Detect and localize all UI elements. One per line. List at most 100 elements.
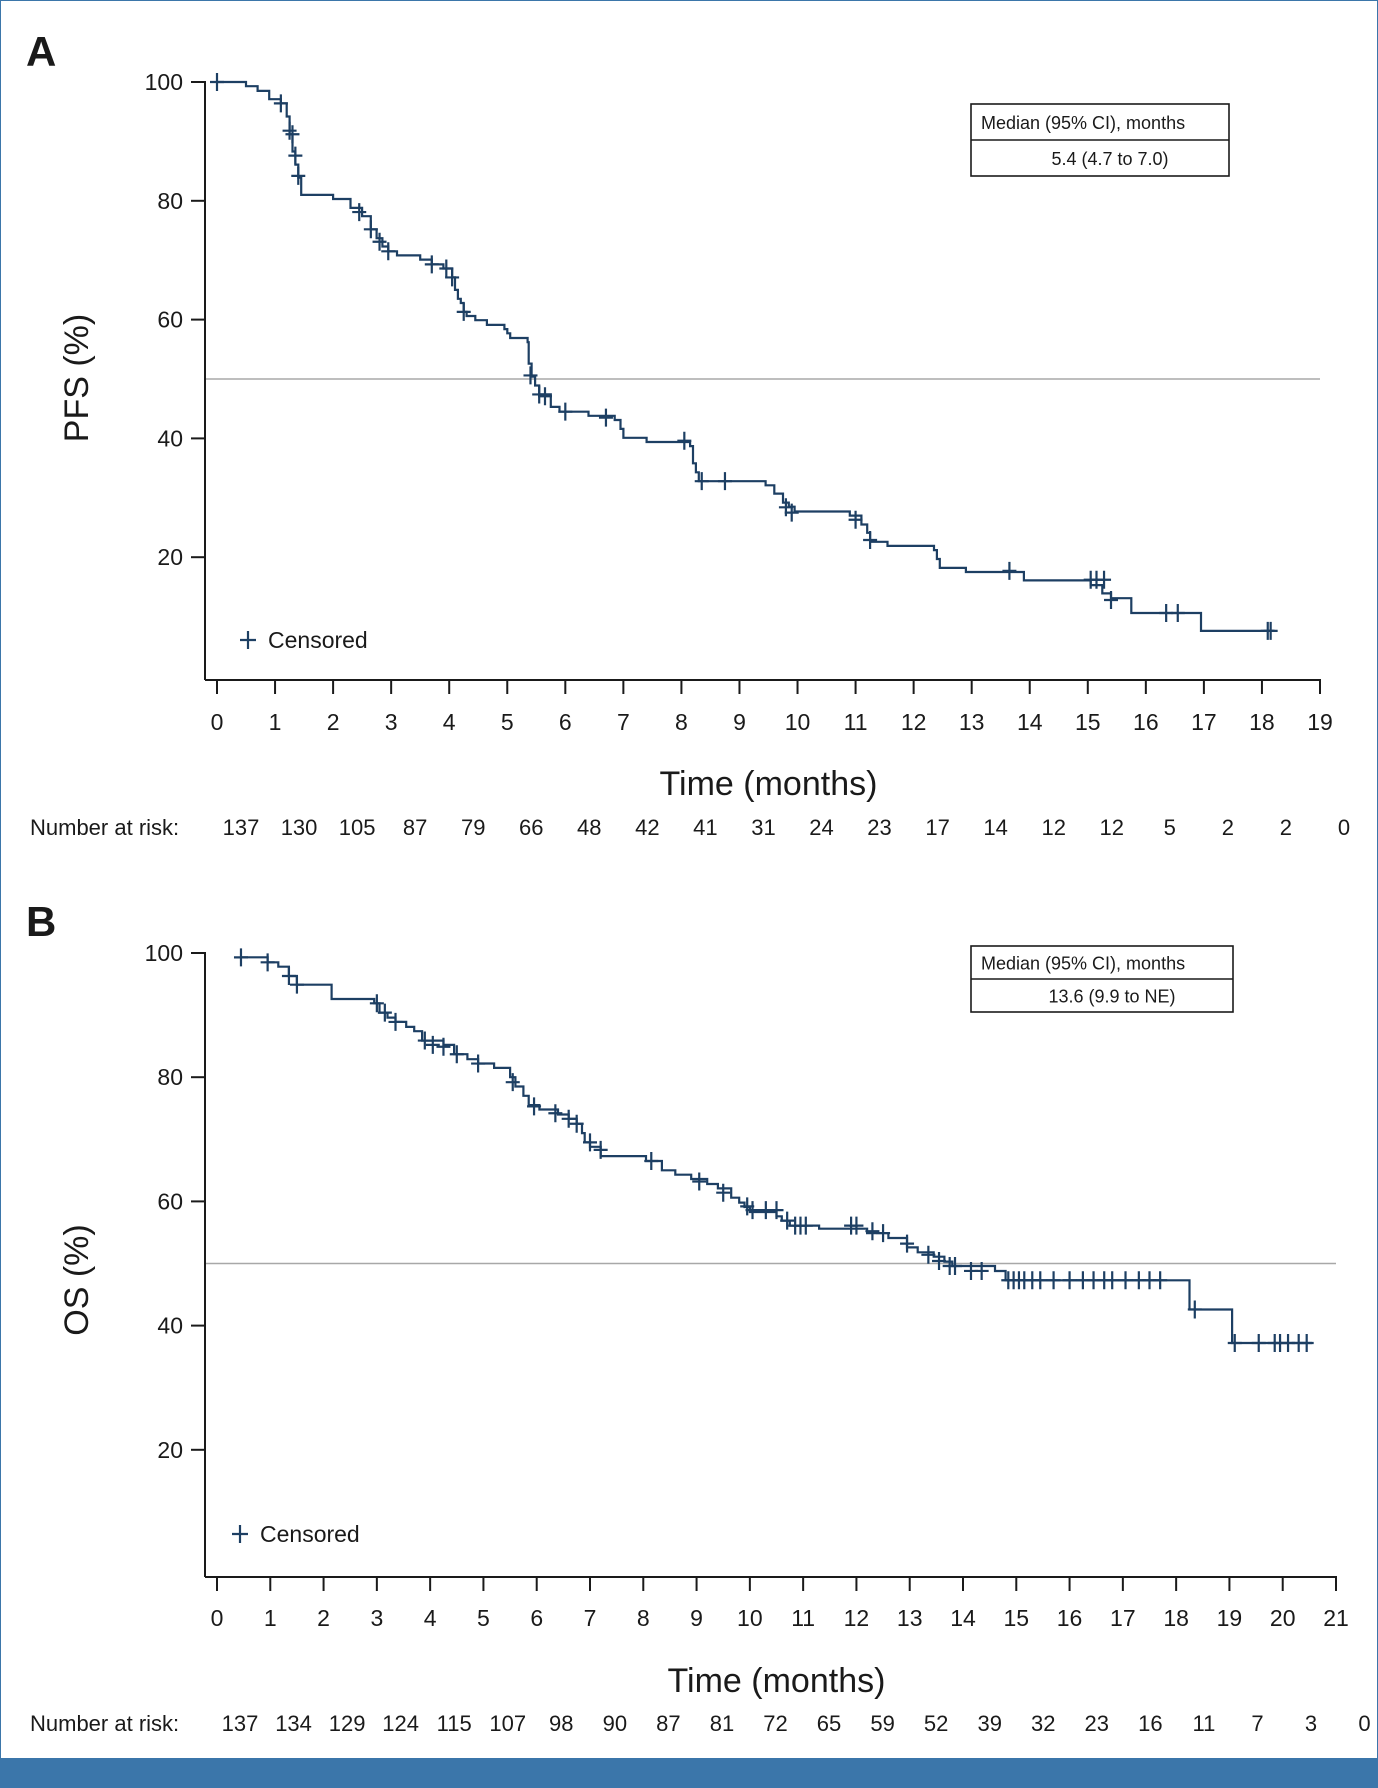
censor-mark [583,1133,597,1152]
x-tick-label: 17 [1110,1605,1136,1631]
legend-censored-label: Censored [268,627,368,653]
censor-mark [425,1035,440,1054]
censor-mark [1046,1271,1061,1290]
censor-mark [921,1245,936,1264]
y-tick-label: 40 [157,425,183,451]
risk-table-value: 107 [489,1711,526,1736]
x-axis-title: Time (months) [668,1662,886,1700]
risk-table-value: 14 [983,815,1007,840]
risk-table-value: 23 [1085,1711,1109,1736]
censor-mark [548,1104,563,1123]
censor-mark [210,73,224,91]
censor-mark [289,975,304,994]
risk-table-label: Number at risk: [30,815,179,840]
risk-table-value: 12 [1100,815,1124,840]
censor-mark [1251,1333,1266,1352]
legend-censored-label: Censored [260,1521,360,1547]
censor-mark [1118,1271,1133,1290]
censor-mark [381,242,396,261]
y-tick-label: 60 [157,1188,183,1214]
risk-table-value: 137 [223,815,260,840]
x-tick-label: 13 [959,709,985,735]
risk-table-value: 59 [870,1711,894,1736]
x-tick-label: 15 [1003,1605,1029,1631]
censor-mark [863,530,878,549]
censor-mark [388,1012,403,1031]
x-tick-label: 4 [424,1605,437,1631]
median-box-value: 13.6 (9.9 to NE) [1048,987,1175,1007]
risk-table-value: 105 [339,815,376,840]
risk-table-value: 3 [1305,1711,1317,1736]
censor-mark [1170,604,1185,623]
x-tick-label: 0 [211,709,224,735]
panel-label-a: A [26,28,57,75]
x-tick-label: 6 [559,709,572,735]
risk-table-value: 0 [1358,1711,1370,1736]
censor-mark [281,966,296,985]
risk-table-value: 41 [693,815,717,840]
y-tick-label: 80 [157,188,183,214]
censor-mark [644,1152,659,1171]
risk-table-value: 124 [382,1711,419,1736]
risk-table-value: 42 [635,815,659,840]
censor-mark [285,125,300,144]
risk-table-value: 11 [1192,1711,1215,1736]
x-tick-label: 18 [1249,709,1275,735]
censor-mark [865,1222,880,1241]
risk-table-value: 81 [710,1711,734,1736]
censor-mark [948,1256,963,1275]
x-tick-label: 10 [785,709,811,735]
y-axis-title: PFS (%) [58,314,96,442]
x-tick-label: 10 [737,1605,763,1631]
x-tick-label: 16 [1057,1605,1083,1631]
risk-table-value: 130 [281,815,318,840]
censor-mark [363,220,378,239]
x-tick-label: 12 [844,1605,870,1631]
x-tick-label: 1 [264,1605,277,1631]
risk-table-label: Number at risk: [30,1711,179,1736]
censor-mark [769,1201,784,1220]
x-tick-label: 21 [1323,1605,1349,1631]
risk-table-value: 31 [751,815,775,840]
x-tick-label: 7 [617,709,630,735]
risk-table-value: 7 [1251,1711,1263,1736]
censor-mark [449,1045,464,1064]
censor-mark [1227,1333,1242,1352]
risk-table-value: 72 [763,1711,787,1736]
censor-mark [798,1216,813,1235]
x-tick-label: 9 [690,1605,703,1631]
x-tick-label: 11 [844,709,868,735]
bottom-band [0,1758,1378,1788]
censor-mark [848,510,863,529]
x-tick-label: 20 [1270,1605,1296,1631]
x-tick-label: 5 [501,709,514,735]
censor-mark [1062,1271,1077,1290]
risk-table-value: 48 [577,815,601,840]
censor-mark [974,1261,989,1280]
risk-table-value: 23 [867,815,891,840]
censor-mark [445,268,460,287]
x-tick-label: 9 [733,709,746,735]
y-tick-label: 20 [157,1437,183,1463]
censor-mark [436,1037,451,1056]
censor-mark [1104,590,1119,609]
x-tick-label: 2 [327,709,340,735]
censor-mark [849,1216,864,1235]
x-tick-label: 8 [675,709,688,735]
x-tick-label: 7 [584,1605,597,1631]
censor-mark [561,1109,576,1128]
risk-table-value: 0 [1338,815,1350,840]
survival-curve [217,80,1274,632]
panel-label-b: B [26,898,57,945]
y-axis-title: OS (%) [58,1224,96,1335]
x-tick-label: 5 [477,1605,490,1631]
y-tick-label: 80 [157,1064,183,1090]
median-box-value: 5.4 (4.7 to 7.0) [1051,149,1168,169]
x-tick-label: 6 [530,1605,543,1631]
risk-table-value: 2 [1280,815,1292,840]
x-tick-label: 1 [269,709,282,735]
censor-mark [717,472,732,491]
risk-table-value: 134 [275,1711,312,1736]
